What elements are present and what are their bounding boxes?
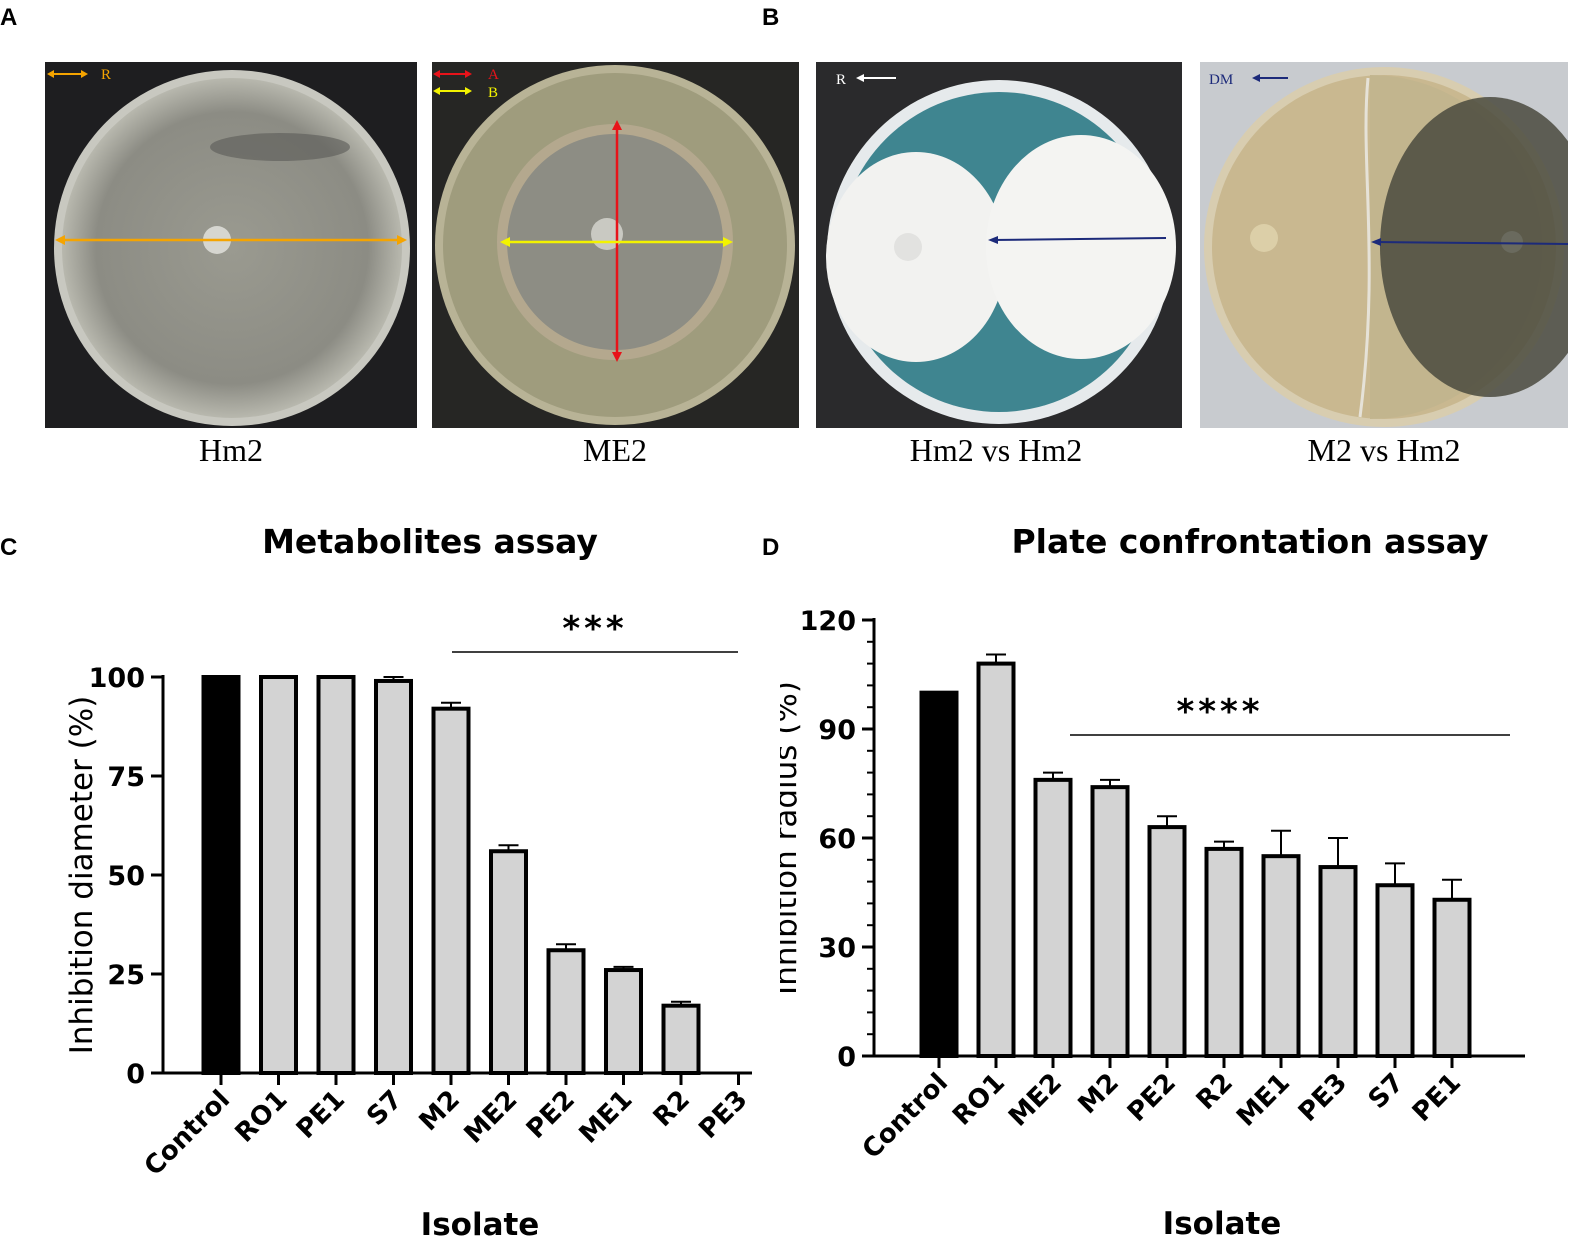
photo-caption: ME2 (583, 432, 647, 468)
bar-r2 (1204, 846, 1244, 1058)
bar-s7 (374, 678, 413, 1076)
y-axis-title: Inhibition diameter (%) (64, 696, 100, 1055)
x-tick-label: PE3 (1293, 1068, 1353, 1128)
y-tick-label: 50 (107, 861, 145, 892)
y-tick-label: 30 (818, 933, 856, 964)
bar-ro1 (976, 661, 1016, 1058)
chart-title-metabolites: Metabolites assay (262, 522, 598, 561)
bar-m2 (1090, 785, 1130, 1058)
x-tick-label: R2 (648, 1085, 696, 1133)
bar-ro1 (259, 675, 298, 1075)
photo-legend-label: A (488, 67, 499, 83)
x-tick-label: PE1 (291, 1085, 351, 1145)
panel-letter-c: C (0, 534, 18, 561)
x-tick-label: ME2 (1003, 1068, 1068, 1133)
panel-letter-b: B (762, 4, 780, 31)
bar-pe2 (1147, 825, 1187, 1058)
x-axis-title: Isolate (421, 1207, 540, 1243)
photo-legend-label: DM (1209, 72, 1233, 88)
y-tick-label: 100 (89, 663, 145, 694)
chart-title-plate-confrontation: Plate confrontation assay (1011, 522, 1489, 561)
bar-pe2 (546, 948, 586, 1075)
bar-control (201, 675, 241, 1075)
panel-letter-a: A (0, 4, 18, 31)
photo-hm2: R (45, 62, 417, 428)
x-tick-label: S7 (1363, 1068, 1410, 1115)
photo-hm2-vs-hm2: R (816, 62, 1182, 428)
photo-caption: Hm2 vs Hm2 (909, 432, 1083, 468)
significance-stars: **** (1176, 692, 1263, 732)
x-axis-title: Isolate (1163, 1206, 1282, 1242)
x-tick-label: ME1 (574, 1085, 639, 1150)
panel-letter-d: D (762, 534, 780, 561)
photo-me2: A B (432, 62, 799, 428)
bar-me1 (604, 968, 643, 1076)
bar-m2 (431, 706, 471, 1075)
x-tick-label: PE2 (521, 1085, 581, 1145)
x-tick-label: S7 (361, 1085, 408, 1132)
x-tick-label: Control (857, 1068, 954, 1165)
photo-m2-vs-hm2: DM (1200, 62, 1568, 428)
bar-pe3 (1318, 865, 1358, 1059)
x-tick-label: ME2 (459, 1085, 524, 1150)
photo-caption: M2 vs Hm2 (1307, 432, 1461, 468)
y-tick-label: 75 (107, 762, 145, 793)
photo-caption: Hm2 (199, 432, 263, 468)
x-tick-label: RO1 (947, 1068, 1011, 1132)
bar-s7 (1375, 883, 1415, 1058)
y-tick-label: 120 (800, 606, 856, 637)
bar-control (919, 690, 959, 1059)
y-tick-label: 60 (818, 824, 856, 855)
photo-legend-label: B (488, 85, 498, 101)
x-tick-label: M2 (1073, 1068, 1125, 1120)
x-tick-label: PE2 (1122, 1068, 1182, 1128)
y-tick-label: 90 (818, 715, 856, 746)
y-tick-label: 0 (837, 1042, 856, 1073)
x-tick-label: Control (139, 1085, 236, 1182)
x-tick-label: RO1 (230, 1085, 294, 1149)
x-tick-label: PE3 (693, 1085, 753, 1145)
y-tick-label: 25 (107, 960, 145, 991)
bar-me1 (1261, 854, 1301, 1058)
bar-me2 (1033, 777, 1073, 1058)
y-axis-title: Inhibition radius (%) (780, 681, 804, 995)
y-tick-label: 0 (126, 1059, 145, 1090)
bar-me2 (489, 849, 528, 1075)
x-tick-label: R2 (1191, 1068, 1239, 1116)
x-tick-label: PE1 (1407, 1068, 1467, 1128)
photo-legend-label: R (101, 67, 111, 83)
bar-pe1 (316, 675, 356, 1075)
photo-legend-label: R (836, 72, 846, 88)
x-tick-label: ME1 (1231, 1068, 1296, 1133)
bar-r2 (661, 1003, 701, 1075)
significance-stars: *** (562, 609, 627, 649)
bar-pe1 (1432, 897, 1472, 1058)
